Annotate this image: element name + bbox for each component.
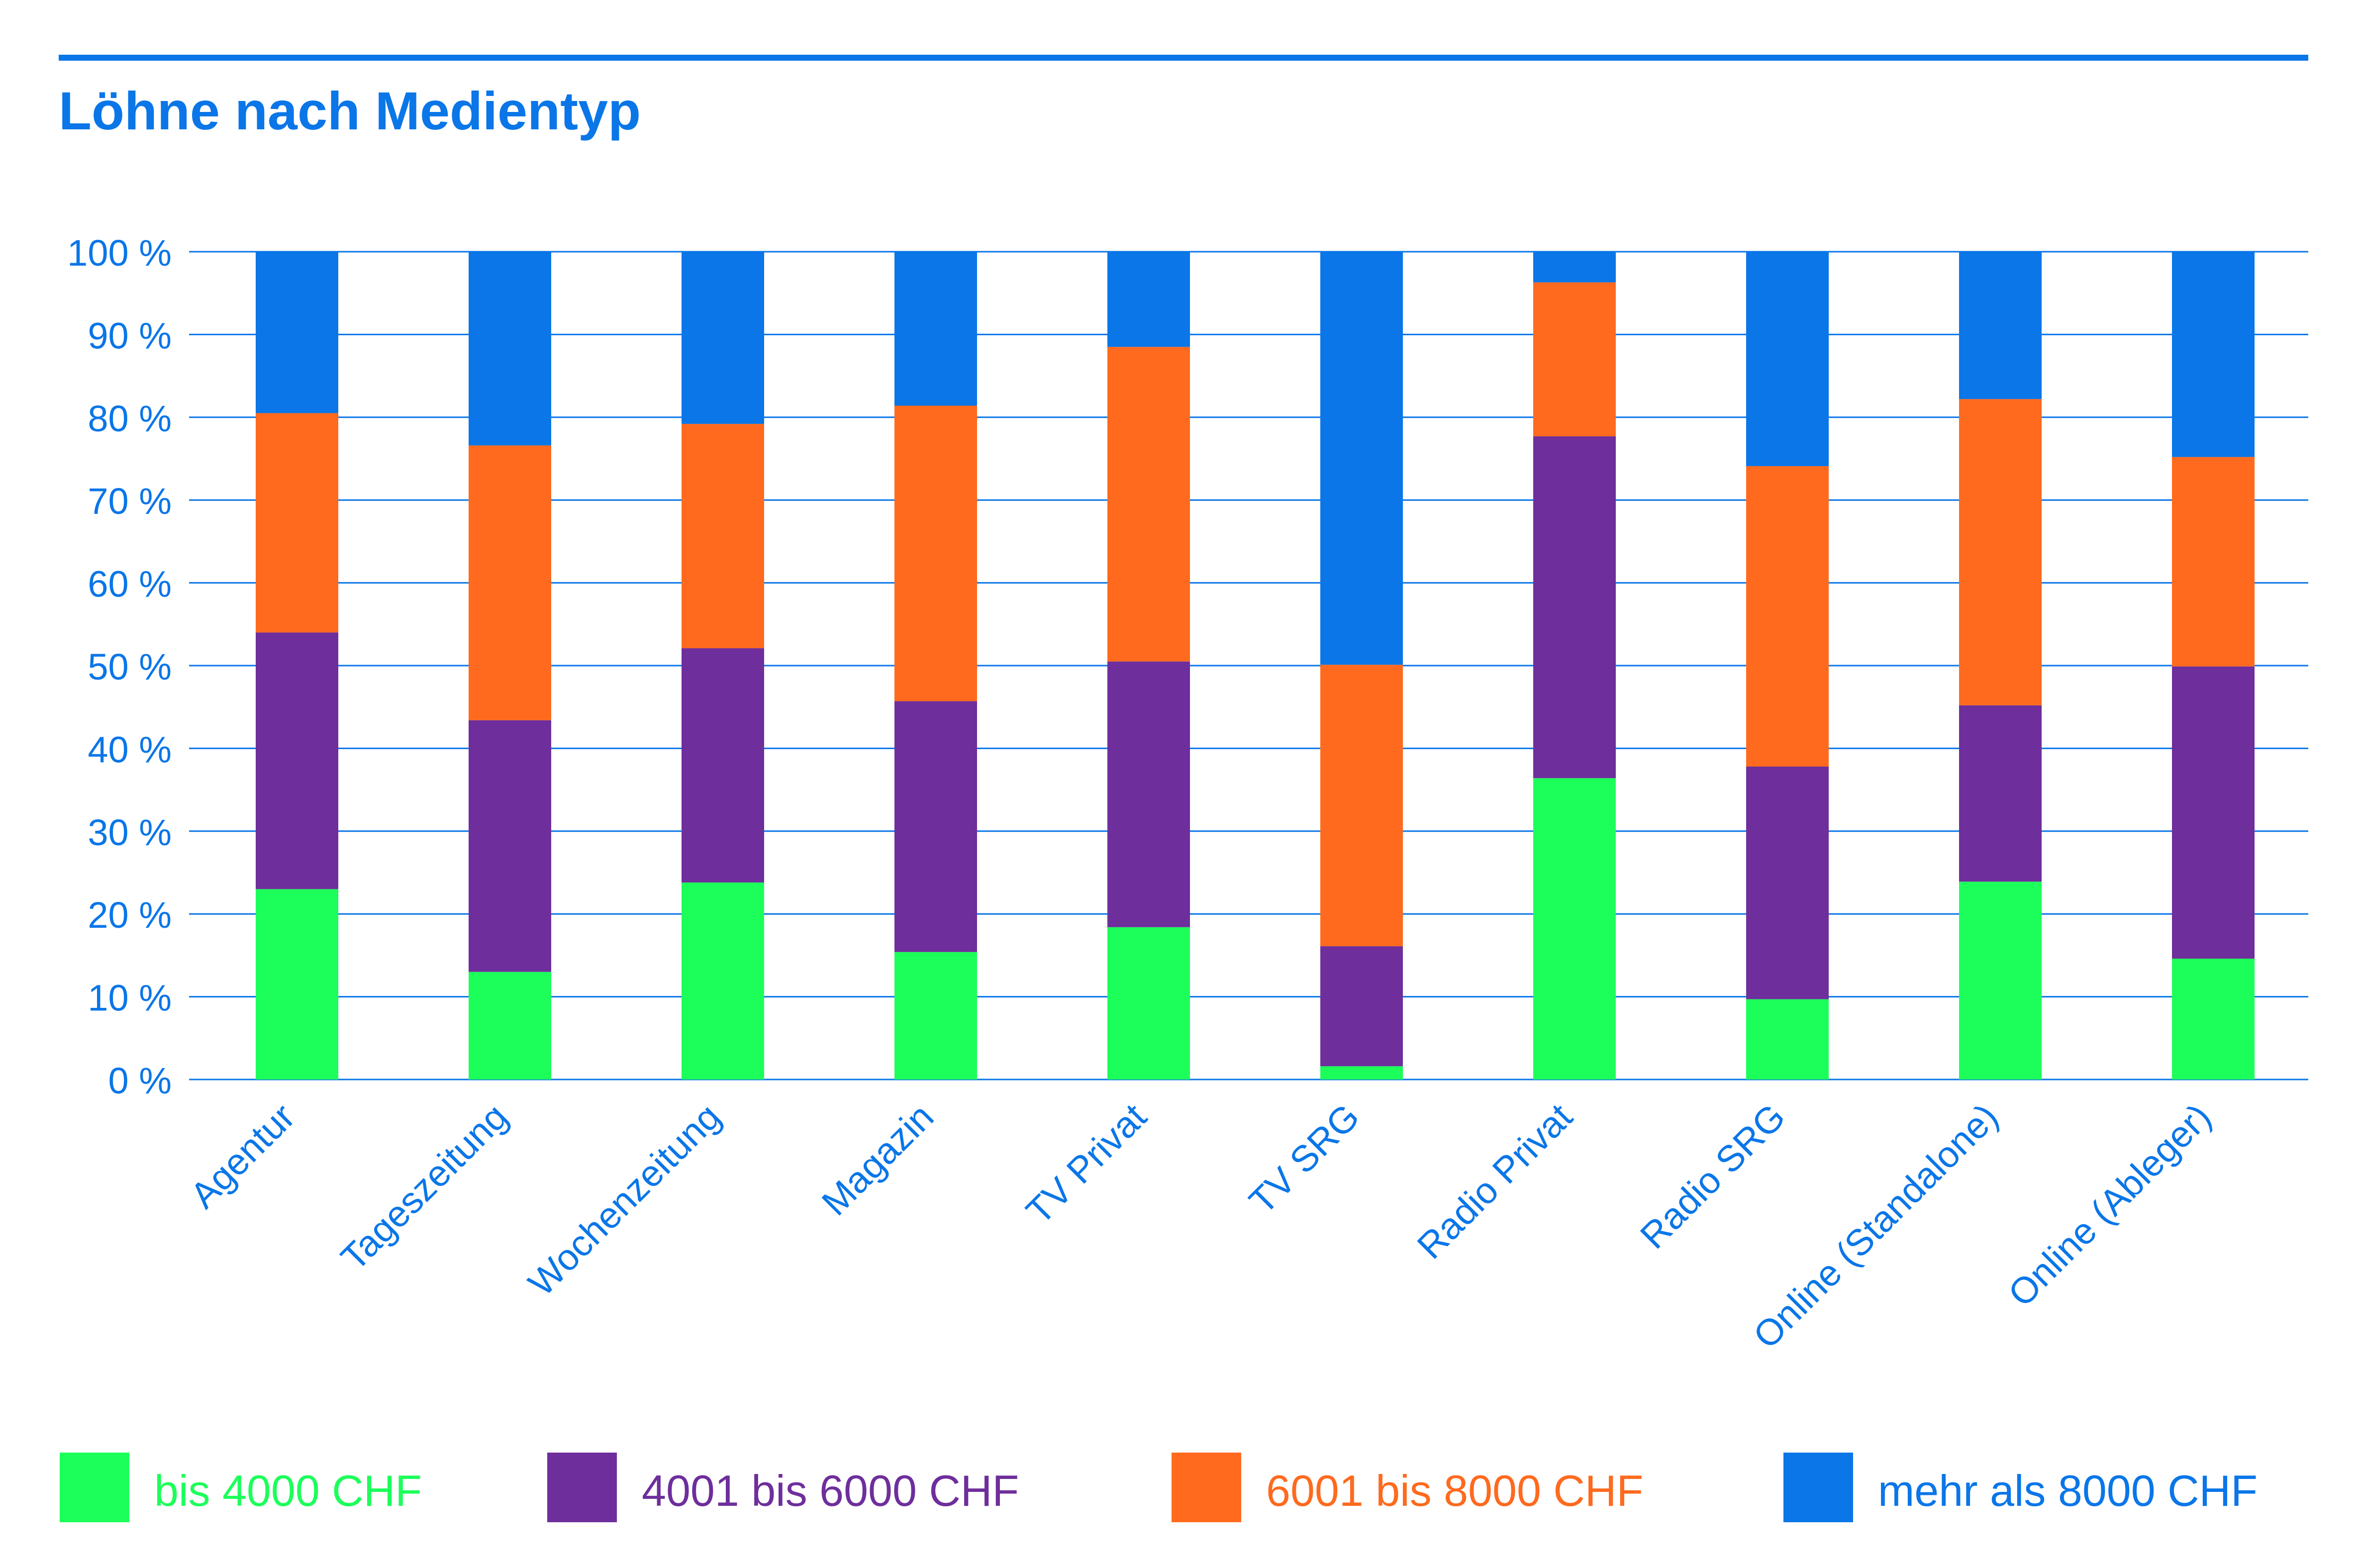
y-tick-label: 100 %: [67, 232, 172, 274]
bar-segment: [1746, 767, 1829, 999]
bars: [256, 252, 2255, 1079]
bar-segment: [469, 972, 551, 1079]
bar-segment: [1533, 282, 1616, 437]
x-axis-ticks: Agentur Tageszeitung Wochenzeitung Magazin T…: [182, 1095, 2219, 1356]
x-tick-label: Magazin: [814, 1096, 941, 1223]
y-tick-label: 0 %: [108, 1060, 172, 1101]
bar-segment: [1746, 252, 1829, 466]
y-tick-label: 40 %: [88, 729, 172, 770]
bar-segment: [256, 632, 338, 889]
bar-segment: [1320, 665, 1403, 947]
bar-segment: [1959, 252, 2042, 399]
y-tick-label: 70 %: [88, 481, 172, 522]
stacked-bar-chart: 0 % 10 % 20 % 30 % 40 % 50 % 60 % 70 % 80 % 90 % 1…: [67, 232, 2308, 1357]
legend-label: 6001 bis 8000 CHF: [1266, 1466, 1644, 1515]
x-tick-label: TV SRG: [1241, 1096, 1367, 1222]
bar-segment: [256, 889, 338, 1079]
y-axis-ticks: 0 % 10 % 20 % 30 % 40 % 50 % 60 % 70 % 80 % 90 % 1…: [67, 232, 172, 1101]
bar-segment: [894, 252, 977, 406]
y-tick-label: 80 %: [88, 398, 172, 439]
x-tick-label: Tageszeitung: [333, 1096, 515, 1278]
bar-segment: [1746, 466, 1829, 767]
bar-segment: [1746, 999, 1829, 1079]
bar-segment: [469, 445, 551, 720]
x-tick-label: Online (Ableger): [2000, 1096, 2219, 1315]
legend-label: mehr als 8000 CHF: [1878, 1466, 2258, 1515]
x-tick-label: Wochenzeitung: [520, 1096, 728, 1304]
legend-label: bis 4000 CHF: [154, 1466, 422, 1515]
bar-segment: [256, 413, 338, 633]
legend-swatch-blue: [1783, 1453, 1853, 1522]
bar-segment: [682, 648, 764, 882]
y-tick-label: 10 %: [88, 978, 172, 1019]
bar-segment: [1320, 946, 1403, 1067]
bar-segment: [256, 252, 338, 413]
x-tick-label: Agentur: [182, 1096, 302, 1216]
bar-segment: [1320, 1066, 1403, 1079]
bar-segment: [1107, 347, 1190, 662]
title-rule: [59, 55, 2308, 61]
bar-segment: [1320, 252, 1403, 665]
legend-swatch-orange: [1172, 1453, 1241, 1522]
legend-swatch-purple: [547, 1453, 617, 1522]
y-tick-label: 20 %: [88, 894, 172, 936]
bar-segment: [894, 405, 977, 701]
bar-segment: [469, 252, 551, 446]
bar-segment: [682, 424, 764, 649]
x-tick-label: Online (Standalone): [1745, 1096, 2006, 1357]
y-tick-label: 30 %: [88, 812, 172, 853]
bar-segment: [2172, 959, 2255, 1079]
bar-segment: [1959, 399, 2042, 705]
bar-segment: [1959, 705, 2042, 882]
bar-segment: [1107, 927, 1190, 1079]
x-tick-label: TV Privat: [1018, 1095, 1154, 1232]
y-tick-label: 50 %: [88, 646, 172, 687]
chart-title: Löhne nach Medientyp: [59, 81, 641, 141]
bar-segment: [1107, 661, 1190, 927]
bar-segment: [894, 701, 977, 952]
bar-segment: [469, 720, 551, 972]
bar-segment: [894, 952, 977, 1079]
bar-segment: [1533, 252, 1616, 283]
legend-swatch-green: [60, 1453, 129, 1522]
bar-segment: [1959, 882, 2042, 1079]
bar-segment: [682, 882, 764, 1079]
bar-segment: [1533, 436, 1616, 779]
x-tick-label: Radio SRG: [1632, 1096, 1793, 1257]
bar-segment: [1533, 778, 1616, 1079]
bar-segment: [2172, 252, 2255, 457]
legend-label: 4001 bis 6000 CHF: [642, 1466, 1019, 1515]
bar-segment: [1107, 252, 1190, 347]
bar-segment: [2172, 457, 2255, 667]
y-tick-label: 90 %: [88, 315, 172, 356]
bar-segment: [682, 252, 764, 424]
bar-segment: [2172, 666, 2255, 959]
y-tick-label: 60 %: [88, 564, 172, 605]
x-tick-label: Radio Privat: [1409, 1095, 1580, 1267]
